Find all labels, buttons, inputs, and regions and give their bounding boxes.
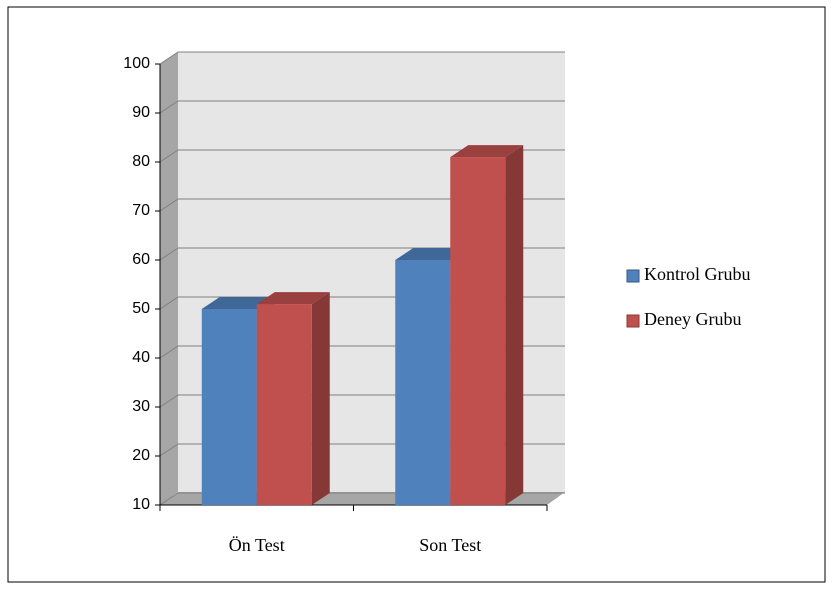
bar-top xyxy=(201,297,275,309)
grid-line xyxy=(159,492,179,506)
bar xyxy=(201,309,257,505)
bar xyxy=(256,304,312,505)
grid-line xyxy=(159,443,179,457)
x-tick-label: Ön Test xyxy=(229,535,285,555)
grid-line xyxy=(159,51,179,65)
bar-top xyxy=(395,248,469,260)
bar xyxy=(450,157,506,505)
y-tick-label: 30 xyxy=(132,398,150,415)
x-tick-label: Son Test xyxy=(419,535,481,555)
bar-side xyxy=(505,145,524,505)
y-tick-label: 20 xyxy=(132,447,150,464)
grid-line xyxy=(159,296,179,310)
grid-line xyxy=(159,345,179,359)
y-tick-label: 90 xyxy=(132,104,150,121)
legend-swatch xyxy=(626,314,640,328)
bar-side xyxy=(311,292,330,505)
grid-line xyxy=(159,394,179,408)
y-tick-label: 50 xyxy=(132,300,150,317)
y-tick-label: 60 xyxy=(132,251,150,268)
y-tick-label: 100 xyxy=(123,55,150,72)
bar-top xyxy=(450,145,524,158)
grid-line xyxy=(159,198,179,212)
y-tick-label: 10 xyxy=(132,496,150,513)
y-tick-label: 70 xyxy=(132,202,150,219)
legend-label: Kontrol Grubu xyxy=(644,264,751,284)
legend-label: Deney Grubu xyxy=(644,309,741,329)
y-tick-label: 80 xyxy=(132,153,150,170)
y-tick-label: 40 xyxy=(132,349,150,366)
bar xyxy=(395,260,451,505)
bar-top xyxy=(256,292,330,305)
grid-line xyxy=(159,247,179,261)
grid-line xyxy=(159,149,179,163)
grid-line xyxy=(159,100,179,114)
side-wall xyxy=(160,52,178,505)
legend-swatch xyxy=(626,269,640,283)
